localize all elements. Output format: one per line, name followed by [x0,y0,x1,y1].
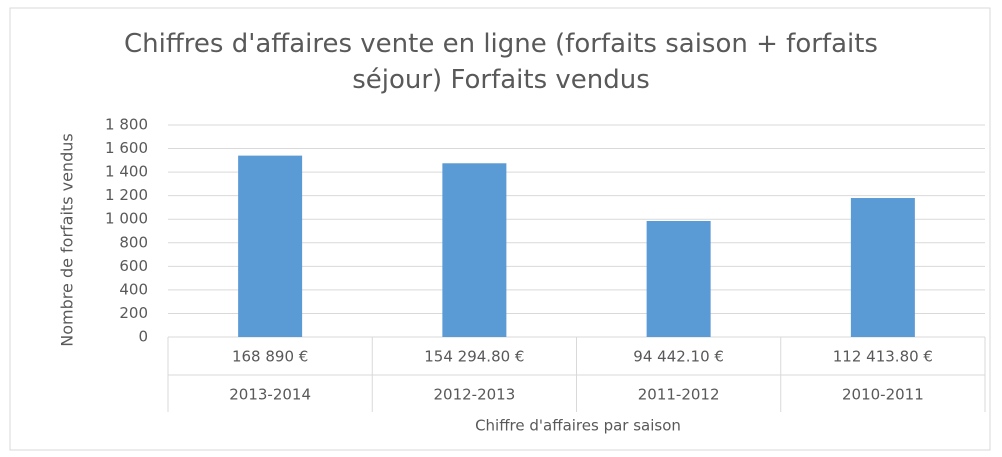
x-axis-title: Chiffre d'affaires par saison [475,417,681,435]
chart-title: Chiffres d'affaires vente en ligne (forf… [124,29,878,95]
y-tick-label: 1 400 [105,163,148,181]
x-tick-label: 94 442.10 € [633,348,724,366]
x-tick-label: 2013-2014 [229,386,311,404]
y-tick-label: 1 000 [105,210,148,228]
y-tick-label: 800 [119,233,148,251]
x-tick-label: 2012-2013 [433,386,515,404]
y-tick-label: 1 600 [105,139,148,157]
y-tick-label: 600 [119,257,148,275]
y-tick-label: 1 200 [105,186,148,204]
y-tick-label: 1 800 [105,116,148,134]
bar [646,220,711,337]
y-tick-label: 200 [119,304,148,322]
x-tick-label: 168 890 € [232,348,308,366]
x-tick-label: 112 413.80 € [833,348,933,366]
x-tick-label: 2010-2011 [842,386,924,404]
y-axis-title: Nombre de forfaits vendus [58,133,77,346]
x-tick-label: 2011-2012 [638,386,720,404]
y-tick-label: 0 [138,328,148,346]
y-tick-label: 400 [119,280,148,298]
bar [238,155,303,337]
bar [442,163,507,337]
bar [850,198,915,337]
x-tick-label: 154 294.80 € [424,348,524,366]
